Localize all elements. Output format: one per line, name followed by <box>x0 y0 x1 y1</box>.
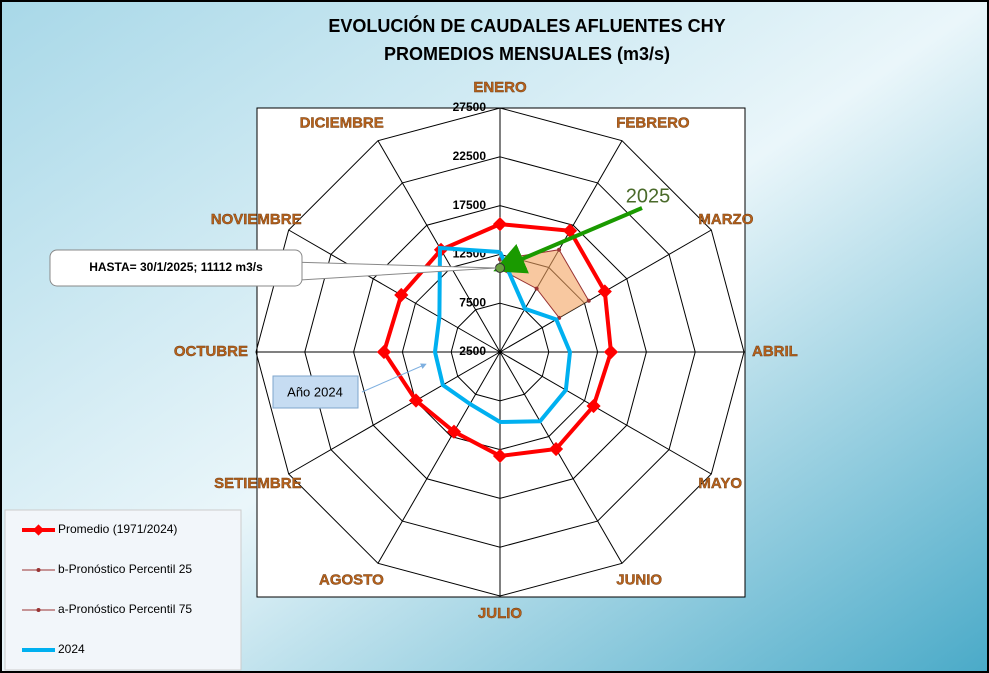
callout-text: HASTA= 30/1/2025; 11112 m3/s <box>89 260 263 274</box>
series-marker <box>557 247 562 252</box>
current-marker <box>495 262 505 273</box>
series-marker <box>408 393 424 408</box>
spoke <box>499 140 623 353</box>
y-tick-label: 2500 <box>459 344 486 358</box>
chart-title: EVOLUCIÓN DE CAUDALES AFLUENTES CHY <box>328 15 725 36</box>
y-tick-label: 22500 <box>453 149 487 163</box>
series-line <box>432 245 573 424</box>
arrow-2025 <box>493 206 643 274</box>
series-marker <box>492 217 508 232</box>
category-label: OCTUBRE <box>174 343 248 360</box>
legend-box <box>4 509 242 671</box>
series-marker <box>562 223 578 238</box>
chart-subtitle: PROMEDIOS MENSUALES (m3/s) <box>384 44 670 64</box>
spoke <box>377 351 501 564</box>
category-label: DICIEMBRE <box>300 114 384 131</box>
legend-label: b-Pronóstico Percentil 25 <box>58 562 192 576</box>
category-label: ABRIL <box>752 343 798 360</box>
spoke <box>499 351 712 475</box>
legend-marker <box>36 568 41 572</box>
callout-box <box>49 249 303 287</box>
category-label: SETIEMBRE <box>214 475 302 492</box>
category-label: NOVIEMBRE <box>211 211 302 228</box>
label-2025: 2025 <box>626 185 671 207</box>
series-marker <box>376 344 392 360</box>
category-label: JUNIO <box>616 572 662 589</box>
category-label: JULIO <box>478 605 523 622</box>
series-marker <box>597 284 612 299</box>
callout-2024-box <box>272 375 359 409</box>
series-marker <box>586 398 601 414</box>
series-marker <box>603 344 619 360</box>
legend-marker <box>32 524 45 536</box>
spoke <box>288 229 501 353</box>
y-tick-label: 17500 <box>453 198 487 212</box>
category-label: ENERO <box>473 79 527 96</box>
series-marker <box>534 286 539 291</box>
legend-label: Promedio (1971/2024) <box>58 522 177 536</box>
spoke <box>288 351 501 475</box>
spoke <box>499 351 623 564</box>
legend-label: 2024 <box>58 642 85 656</box>
y-tick-label: 27500 <box>453 100 487 114</box>
callout-2024-arrow <box>361 363 427 393</box>
legend-marker <box>36 608 41 612</box>
y-tick-label: 7500 <box>459 295 486 309</box>
category-label: MAYO <box>698 475 742 492</box>
callout-2024-text: Año 2024 <box>287 384 343 399</box>
category-label: MARZO <box>698 211 753 228</box>
series-marker <box>548 441 564 457</box>
series-marker <box>586 298 591 303</box>
series-marker <box>394 287 409 303</box>
series-marker <box>492 448 508 464</box>
series-marker <box>446 424 462 439</box>
category-label: AGOSTO <box>319 572 384 589</box>
legend-label: a-Pronóstico Percentil 75 <box>58 602 192 616</box>
category-label: FEBRERO <box>616 114 690 131</box>
